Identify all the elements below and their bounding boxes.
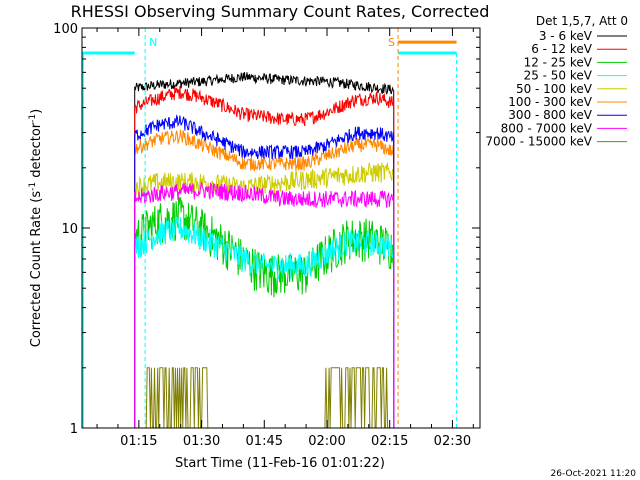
series-line-1 xyxy=(134,85,395,429)
series-line-8 xyxy=(134,367,394,429)
legend-label-4: 50 - 100 keV xyxy=(516,82,593,96)
series-line-6 xyxy=(134,114,395,429)
legend-label-5: 100 - 300 keV xyxy=(508,95,592,109)
legend-label-0: 3 - 6 keV xyxy=(539,29,593,43)
y-axis-label-main: Corrected Count Rate (s xyxy=(29,191,44,348)
y-tick-label-1: 10 xyxy=(61,222,78,237)
x-tick-label-3: 02:00 xyxy=(308,434,345,449)
y-axis-label-sup1: -1 xyxy=(28,182,38,191)
y-axis-label: Corrected Count Rate (s-1 detector-1) xyxy=(28,109,44,347)
legend-label-2: 12 - 25 keV xyxy=(524,55,593,69)
series-line-7 xyxy=(134,181,395,429)
y-tick-label-0: 1 xyxy=(70,422,78,437)
y-tick-label-2: 100 xyxy=(53,22,78,37)
legend-label-3: 25 - 50 keV xyxy=(524,69,593,83)
x-tick-label-0: 01:15 xyxy=(120,434,157,449)
x-axis: 01:15 01:30 01:45 02:00 02:15 02:30 xyxy=(96,28,474,449)
chart-title: RHESSI Observing Summary Count Rates, Co… xyxy=(71,2,490,21)
legend-title: Det 1,5,7, Att 0 xyxy=(536,14,628,28)
legend-label-7: 800 - 7000 keV xyxy=(501,121,593,135)
y-axis-label-end: ) xyxy=(29,109,44,114)
x-tick-label-1: 01:30 xyxy=(183,434,220,449)
y-axis: 1 10 100 xyxy=(53,22,480,437)
legend-label-1: 6 - 12 keV xyxy=(531,42,593,56)
y-axis-label-sup2: -1 xyxy=(28,114,38,123)
series-line-3 xyxy=(134,215,395,429)
x-tick-label-5: 02:30 xyxy=(434,434,471,449)
footer-date: 26-Oct-2021 11:20 xyxy=(551,469,637,479)
legend-label-8: 7000 - 15000 keV xyxy=(485,135,592,149)
marker-label-n: N xyxy=(149,36,157,49)
x-axis-label: Start Time (11-Feb-16 01:01:22) xyxy=(175,456,385,471)
x-tick-label-2: 01:45 xyxy=(246,434,283,449)
series-line-4 xyxy=(134,162,395,429)
x-tick-label-4: 02:15 xyxy=(371,434,408,449)
legend-label-6: 300 - 800 keV xyxy=(508,108,592,122)
y-axis-label-mid: detector xyxy=(29,122,44,182)
series-line-0 xyxy=(134,71,395,429)
marker-label-s: S xyxy=(388,36,395,49)
